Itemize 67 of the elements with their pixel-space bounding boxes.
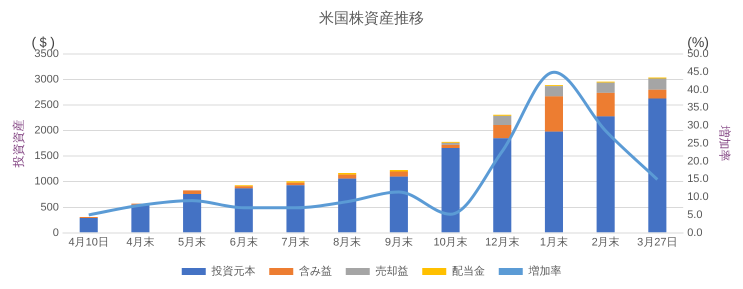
x-tick-label: 6月末 (230, 235, 258, 248)
bar (544, 96, 564, 132)
bar (596, 116, 615, 232)
bar (80, 218, 98, 232)
bar (442, 148, 460, 232)
x-tick-label: 3月27日 (637, 236, 678, 248)
y-tick-label: 3500 (34, 48, 59, 60)
bar (338, 174, 356, 179)
y2-tick-label: 0.0 (687, 226, 702, 239)
bar (234, 188, 253, 232)
bar (493, 125, 512, 138)
x-tick-label: 9月末 (384, 235, 413, 248)
x-tick-label: 4月10日 (68, 236, 109, 248)
y-tick-label: 500 (40, 201, 59, 214)
y2-tick-label: 30.0 (687, 120, 709, 132)
legend-label: 配当金 (452, 266, 485, 278)
legend-label: 売却益 (375, 264, 408, 278)
y2-tick-label: 35.0 (687, 102, 709, 114)
bar (493, 116, 512, 126)
x-tick-label: 8月末 (333, 235, 362, 248)
text: (＄) (32, 34, 55, 50)
bar (493, 138, 512, 232)
y2-tick-label: 5.0 (687, 208, 702, 221)
x-tick-label: 4月末 (126, 235, 154, 248)
y2-tick-label: 50.0 (687, 48, 709, 60)
y2-tick-label: 40.0 (687, 84, 709, 96)
y-tick-label: 3000 (34, 74, 59, 86)
bar (544, 132, 564, 232)
y-tick-label: 0 (52, 226, 59, 239)
bar (183, 190, 202, 194)
x-tick-label: 1月末 (540, 235, 568, 248)
y-tick-label: 2000 (34, 124, 59, 137)
y2-tick-label: 45.0 (687, 66, 709, 78)
x-tick-label: 12月末 (485, 235, 520, 248)
y-tick-label: 1500 (34, 150, 59, 162)
text: (%) (687, 34, 709, 50)
bar (131, 204, 150, 232)
bar (648, 98, 666, 232)
bar (648, 78, 666, 90)
x-tick-label: 10月末 (433, 235, 468, 248)
y-tick-label: 2500 (34, 99, 59, 112)
legend-label: 含み益 (298, 264, 332, 278)
x-tick-label: 2月末 (592, 235, 620, 248)
bar (544, 86, 564, 96)
bar (596, 82, 615, 93)
bar (390, 171, 408, 177)
bar (286, 182, 305, 186)
legend-label: 投資元本 (210, 264, 256, 278)
y2-axis-title: 増加率 (717, 124, 732, 162)
legend-label: 増加率 (527, 264, 562, 278)
chart-title: 米国株資産推移 (319, 10, 424, 28)
bar (390, 176, 408, 232)
bar (596, 92, 615, 116)
y2-tick-label: 10.0 (687, 191, 709, 204)
y-tick-label: 1000 (34, 176, 59, 188)
bar (286, 185, 305, 232)
y-axis-title: 投資資産 (12, 119, 26, 168)
x-tick-label: 7月末 (281, 235, 310, 248)
bar (338, 178, 356, 232)
bar (442, 144, 460, 148)
line-series (87, 70, 659, 216)
bar (183, 194, 202, 232)
bar (648, 90, 666, 98)
y2-tick-label: 20.0 (687, 155, 709, 168)
y2-tick-label: 25.0 (687, 137, 709, 150)
y2-tick-label: 15.0 (687, 173, 709, 186)
x-tick-label: 5月末 (178, 235, 206, 248)
